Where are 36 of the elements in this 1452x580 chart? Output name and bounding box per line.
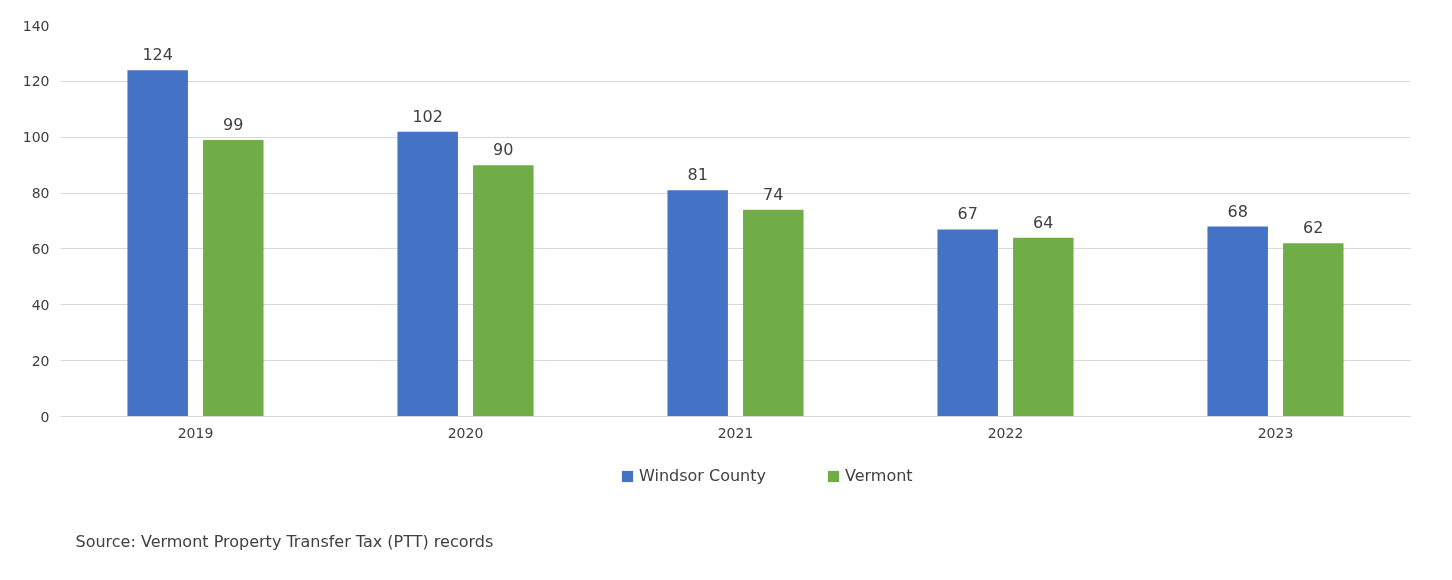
bar <box>1207 226 1268 417</box>
bar <box>743 209 804 417</box>
y-tick-label: 120 <box>22 73 50 90</box>
y-tick-label: 80 <box>31 185 50 202</box>
y-tick-label: 140 <box>22 17 50 34</box>
x-tick-label: 2022 <box>987 424 1024 441</box>
bar <box>1013 237 1074 417</box>
bar <box>937 229 998 417</box>
legend-label: Windsor County <box>639 466 766 485</box>
bar <box>473 165 534 417</box>
x-tick-label: 2019 <box>177 424 214 441</box>
data-label: 67 <box>957 204 978 224</box>
x-tick-label: 2021 <box>717 424 754 441</box>
bar <box>667 190 728 417</box>
y-tick-label: 40 <box>31 296 50 313</box>
bar <box>203 140 264 417</box>
y-tick-label: 100 <box>22 129 50 146</box>
y-tick-label: 60 <box>31 240 50 257</box>
data-label: 74 <box>763 184 784 204</box>
data-label: 68 <box>1227 201 1248 221</box>
x-tick-label: 2020 <box>447 424 484 441</box>
legend-label: Vermont <box>844 466 913 485</box>
bar <box>1283 243 1344 417</box>
data-label: 81 <box>687 165 708 185</box>
bar <box>397 131 458 417</box>
data-label: 62 <box>1303 218 1324 238</box>
source-note: Source: Vermont Property Transfer Tax (PTT) records <box>75 531 494 551</box>
data-label: 124 <box>142 45 173 65</box>
data-label: 99 <box>223 115 244 135</box>
bar <box>127 70 188 417</box>
y-tick-label: 20 <box>31 352 50 369</box>
y-tick-label: 0 <box>40 408 50 425</box>
data-label: 102 <box>412 106 443 126</box>
data-label: 90 <box>493 140 514 160</box>
x-tick-label: 2023 <box>1257 424 1294 441</box>
data-label: 64 <box>1033 212 1054 232</box>
